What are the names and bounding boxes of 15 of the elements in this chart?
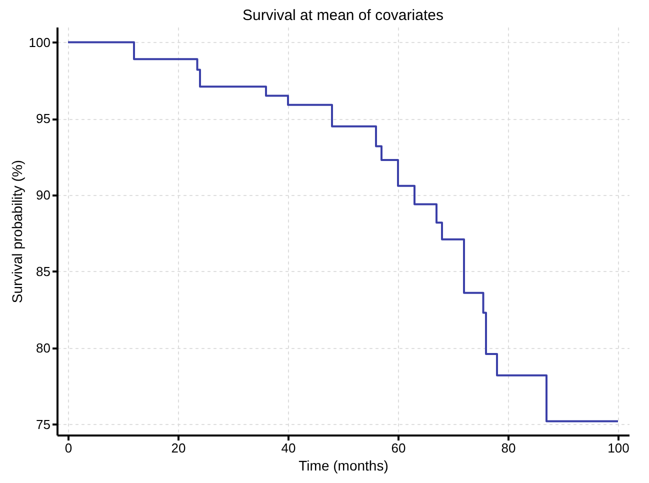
y-tick-label: 100 xyxy=(28,34,50,50)
x-tick-label: 0 xyxy=(64,440,72,456)
y-tick-label: 90 xyxy=(36,188,50,203)
x-tick-label: 20 xyxy=(171,440,186,456)
y-tick-label: 95 xyxy=(36,111,50,126)
y-tick-label: 85 xyxy=(36,264,50,279)
x-tick-label: 40 xyxy=(281,440,296,456)
chart-title: Survival at mean of covariates xyxy=(242,7,444,24)
y-tick-label: 80 xyxy=(36,340,50,356)
x-tick-label: 80 xyxy=(501,440,516,456)
x-tick-label: 100 xyxy=(608,440,630,456)
y-tick-label: 75 xyxy=(36,416,50,432)
x-axis-title: Time (months) xyxy=(298,458,388,474)
x-tick-label: 60 xyxy=(391,440,406,456)
y-axis-title: Survival probability (%) xyxy=(8,160,25,304)
